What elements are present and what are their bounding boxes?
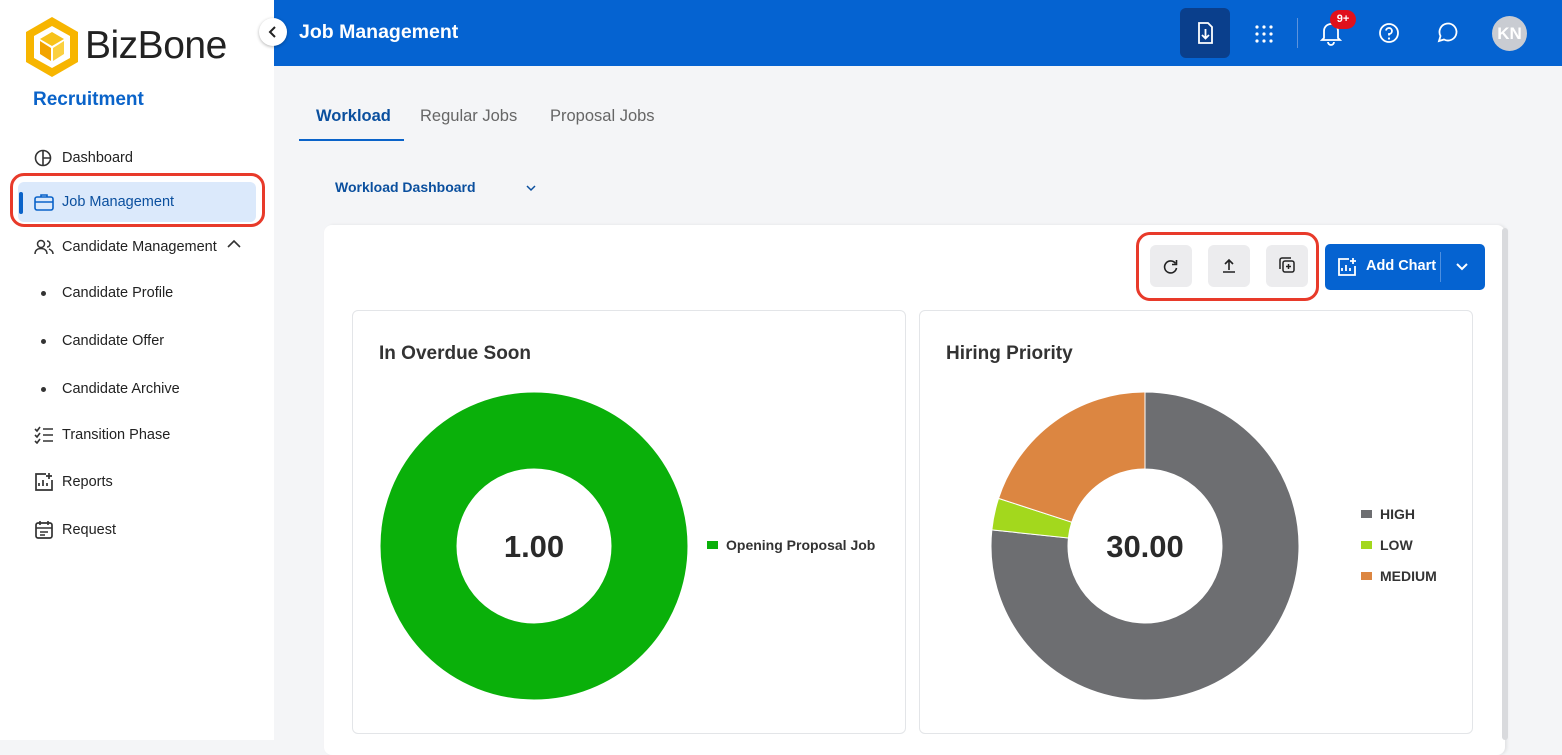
menu-item[interactable]: Transition Phase [62,427,171,443]
select-chevron[interactable] [525,183,537,193]
donut-slice [997,391,1146,523]
tab-underline [299,139,404,141]
tab[interactable]: Regular Jobs [420,107,518,125]
menu-item[interactable]: Candidate Management [62,239,217,255]
highlight-outline [1136,232,1319,301]
top-bar: Job Management 9+ KN [274,0,1562,66]
apps-icon[interactable] [1254,24,1274,44]
active-indicator [19,192,23,214]
bullet [41,387,46,392]
menu-item[interactable]: Reports [62,474,113,490]
divider [1440,252,1441,282]
bullet [41,339,46,344]
help-icon[interactable] [1378,22,1400,44]
center-label: 1.00 [504,529,564,564]
chevron-left [268,26,276,38]
legend-swatch [1361,572,1372,580]
refresh-icon [1163,260,1178,274]
duplicate-icon [1279,257,1295,273]
legend-label: Opening Proposal Job [726,537,875,553]
download-icon [1198,22,1213,44]
menu-item[interactable]: Request [62,522,117,538]
menu-active-bg [18,182,256,222]
download-button[interactable] [1180,8,1230,58]
logo-text: BizBone [85,24,227,67]
upload-icon [1223,258,1235,273]
dashboard-icon [34,149,52,167]
page-title: Job Management [299,21,459,43]
chart-card: In Overdue Soon Opening Proposal Job 1.00 [352,310,906,734]
tab[interactable]: Proposal Jobs [550,107,655,125]
avatar[interactable]: KN [1492,16,1527,51]
chart-title: In Overdue Soon [379,343,531,364]
tab[interactable]: Workload [316,107,391,125]
add-chart-button[interactable]: Add Chart [1325,244,1485,290]
menu-item[interactable]: Candidate Archive [62,381,180,397]
legend-swatch [1361,541,1372,549]
chat-icon[interactable] [1435,21,1459,45]
chart-card: Hiring Priority HIGH LOW MEDIUM 30.00 [919,310,1473,734]
collapse-sidebar-button[interactable] [259,18,287,46]
sidebar: BizBone Recruitment Dashboard Job Manage… [0,0,274,740]
add-chart-icon [1338,258,1356,276]
center-label: 30.00 [1106,529,1184,564]
briefcase-icon [34,194,54,211]
legend-swatch [707,541,718,549]
donut-slice [990,391,1300,701]
highlight-outline [10,173,265,227]
chart: In Overdue Soon Opening Proposal Job 1.00 [379,343,875,701]
menu-item[interactable]: Candidate Offer [62,333,165,349]
divider [1297,18,1298,48]
bullet [41,291,46,296]
people-icon [34,239,54,255]
notification-badge: 9+ [1330,10,1356,29]
chart: Hiring Priority HIGH LOW MEDIUM 30.00 [946,343,1437,701]
add-chart-label: Add Chart [1366,258,1437,274]
export-button[interactable] [1208,245,1250,287]
request-icon [35,521,53,539]
scrollbar [1502,228,1508,740]
chart-title: Hiring Priority [946,343,1073,364]
reports-icon [35,473,53,491]
menu-item[interactable]: Job Management [62,194,175,210]
donut-slice [379,391,689,701]
collapse-icon[interactable] [226,238,242,250]
module-name: Recruitment [33,89,144,110]
dropdown-chevron[interactable] [1455,261,1469,273]
logo-icon [26,17,78,77]
list-icon [34,426,53,444]
duplicate-button[interactable] [1266,245,1308,287]
menu-item[interactable]: Dashboard [62,150,133,166]
legend-label: HIGH [1380,506,1415,522]
legend-label: LOW [1380,537,1413,553]
refresh-button[interactable] [1150,245,1192,287]
legend-swatch [1361,510,1372,518]
menu-item[interactable]: Candidate Profile [62,285,174,301]
legend-label: MEDIUM [1380,568,1437,584]
dashboard-select[interactable]: Workload Dashboard [335,179,476,195]
